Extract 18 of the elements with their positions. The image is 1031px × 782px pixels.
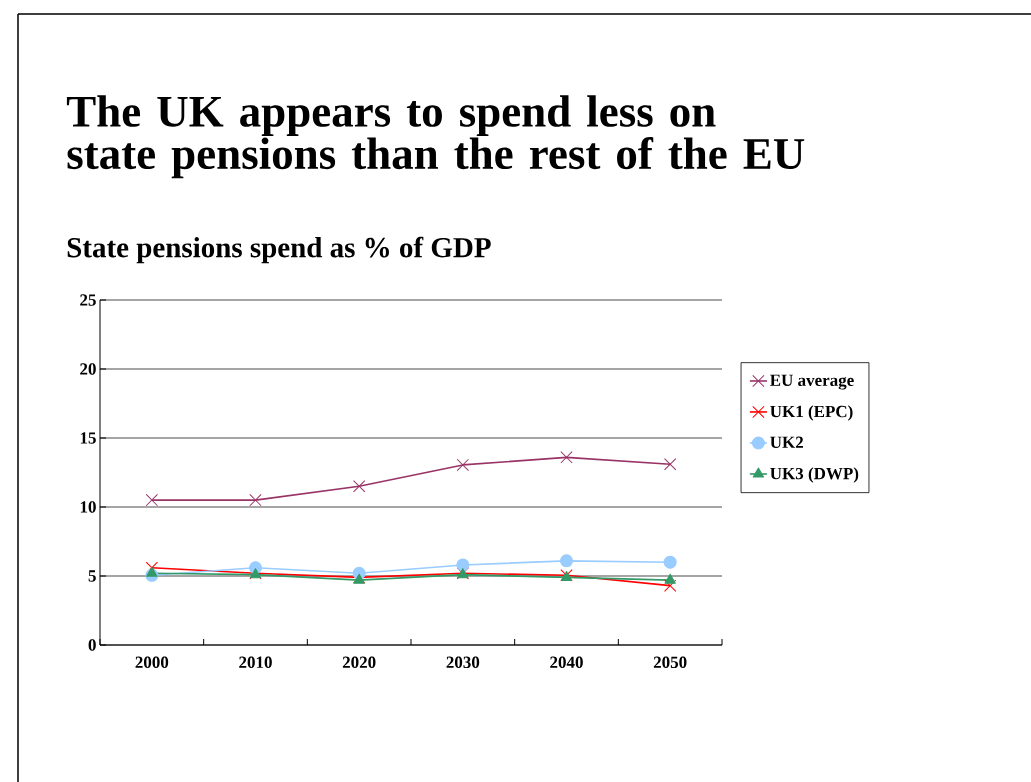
- chart-subtitle: State pensions spend as % of GDP: [67, 236, 491, 264]
- x-tick-label: 2050: [653, 656, 687, 669]
- y-tick-label: 15: [80, 432, 96, 444]
- x-tick-label: 2000: [135, 656, 169, 669]
- y-tick-label: 10: [80, 501, 96, 513]
- chart-title: The UK appears to spend less on state pensions than the rest of the EU: [66, 95, 805, 179]
- legend-label: UK2: [770, 436, 803, 449]
- legend-label: EU average: [770, 374, 854, 390]
- x-tick-label: 2040: [550, 656, 583, 669]
- legend-label: UK1 (EPC): [770, 405, 853, 421]
- x-tick-label: 2010: [239, 656, 272, 669]
- x-tick-label: 2020: [342, 656, 376, 669]
- y-tick-label: 25: [80, 294, 96, 306]
- y-tick-label: 20: [80, 363, 96, 375]
- y-tick-label: 5: [88, 570, 96, 582]
- y-tick-label: 0: [88, 639, 96, 651]
- legend-label: UK3 (DWP): [770, 467, 859, 483]
- x-tick-label: 2030: [446, 656, 480, 669]
